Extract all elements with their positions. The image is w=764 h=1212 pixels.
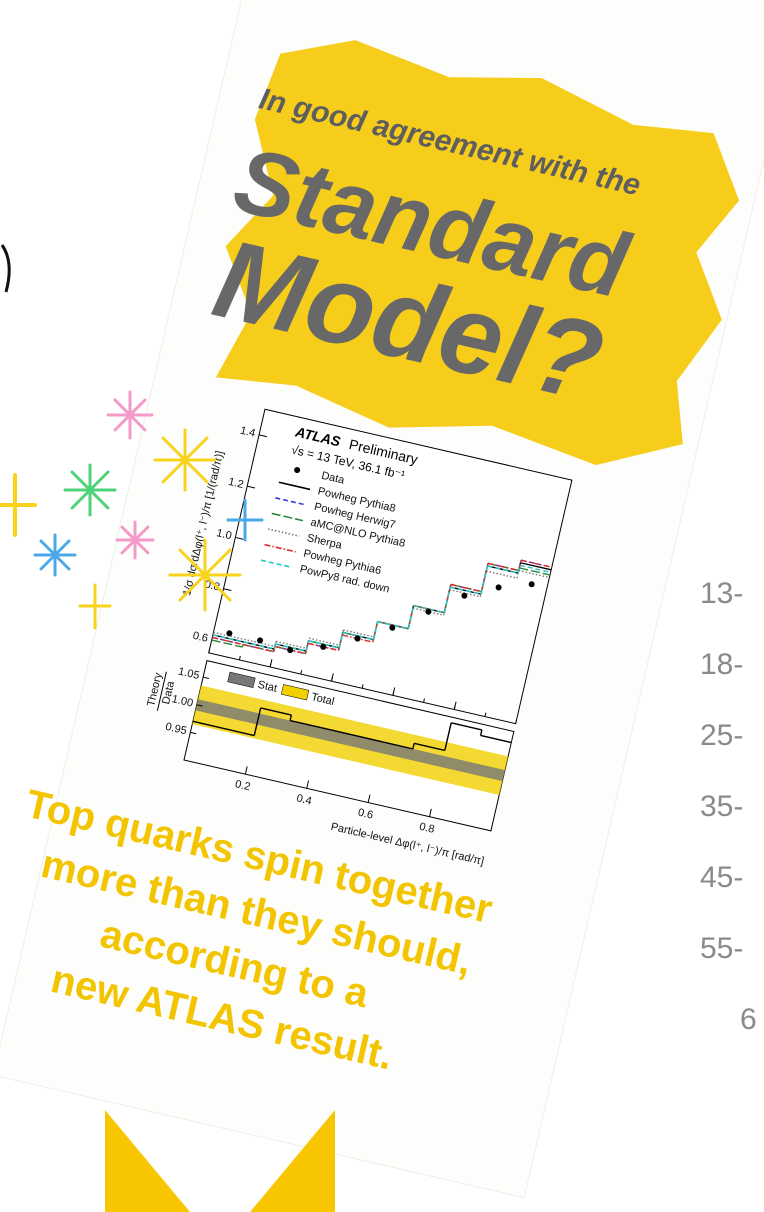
age-label: 55- <box>700 932 743 965</box>
poster: In good agreement with the Standard Mode… <box>0 0 764 1198</box>
stroke-fragment <box>2 245 9 292</box>
age-label: 35- <box>700 790 743 823</box>
age-label: 18- <box>700 648 743 681</box>
age-label: 13- <box>700 577 743 610</box>
decor-triangle <box>105 1110 190 1212</box>
age-label: 25- <box>700 719 743 752</box>
age-labels: 13- 18- 25- 35- 45- 55- 6 <box>700 577 757 1036</box>
page: In good agreement with the Standard Mode… <box>0 0 764 1212</box>
age-label: 45- <box>700 861 743 894</box>
age-label: 6 <box>740 1003 757 1036</box>
